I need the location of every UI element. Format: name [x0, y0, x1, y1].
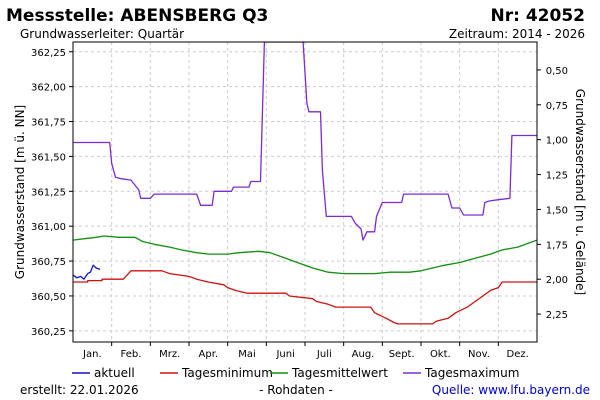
y-tick-label: 361,75 [31, 118, 66, 129]
source-link[interactable]: Quelle: www.lfu.bayern.de [432, 383, 590, 397]
x-tick-label: Aug. [352, 349, 375, 360]
legend-label: Tagesminimum [181, 366, 273, 380]
x-tick-label: Dez. [507, 349, 529, 360]
chart-axes: 360,25 360,50 360,75 361,00 361,25 361,50 361,… [31, 48, 568, 360]
y2-tick-label: 2,00 [546, 275, 568, 286]
x-tick-label: Juni [275, 349, 294, 360]
y-tick-label: 360,50 [31, 292, 66, 303]
x-tick-label: Sept. [389, 349, 415, 360]
x-tick-label: Juli [316, 349, 332, 360]
y2-tick-label: 1,00 [546, 136, 568, 147]
station-title: Messstelle: ABENSBERG Q3 [6, 6, 268, 26]
series-line-4 [73, 42, 537, 241]
y-tick-label: 362,25 [31, 48, 66, 59]
legend-label: Tagesmaximum [424, 366, 519, 380]
aquifer-label: Grundwasserleiter: Quartär [20, 27, 184, 41]
chart-legend: aktuell Tagesminimum Tagesmittelwert Tagesm… [72, 366, 519, 380]
period-label: Zeitraum: 2014 - 2026 [449, 27, 585, 41]
y-axis-label-right: Grundwasserstand [m u. Gelände] [573, 89, 587, 295]
station-number: Nr: 42052 [491, 6, 585, 26]
y-tick-label: 360,75 [31, 257, 66, 268]
x-tick-label: Okt. [430, 349, 451, 360]
series-line-1 [73, 264, 101, 280]
chart-series [73, 42, 537, 325]
series-line-2 [73, 270, 537, 325]
y-tick-label: 361,50 [31, 152, 66, 163]
y2-tick-label: 1,50 [546, 205, 568, 216]
series-line-3 [73, 235, 537, 275]
x-tick-label: Mrz. [159, 349, 180, 360]
y-axis-label-left: Grundwasserstand [m ü. NN] [13, 105, 27, 279]
y-tick-label: 360,25 [31, 327, 66, 338]
x-tick-label: Feb. [121, 349, 142, 360]
y2-tick-label: 2,25 [546, 310, 568, 321]
y-tick-label: 362,00 [31, 83, 66, 94]
y-tick-label: 361,00 [31, 222, 66, 233]
y2-tick-label: 1,25 [546, 171, 568, 182]
y2-tick-label: 1,75 [546, 240, 568, 251]
x-tick-label: Mai [238, 349, 256, 360]
chart-grid [73, 42, 537, 342]
raw-data-note: - Rohdaten - [259, 383, 333, 397]
x-tick-label: Jan. [82, 349, 102, 360]
legend-label: Tagesmittelwert [291, 366, 388, 380]
legend-label: aktuell [94, 366, 135, 380]
y2-tick-label: 0,50 [546, 66, 568, 77]
y-tick-label: 361,25 [31, 187, 66, 198]
x-tick-label: Nov. [468, 349, 490, 360]
y2-tick-label: 0,75 [546, 101, 568, 112]
created-date: erstellt: 22.01.2026 [20, 383, 139, 397]
x-tick-label: Apr. [199, 349, 219, 360]
